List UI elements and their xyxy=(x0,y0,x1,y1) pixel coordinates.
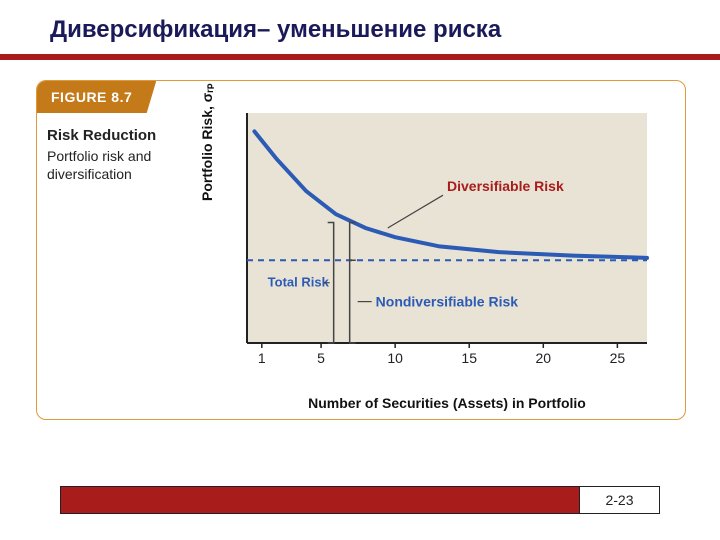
y-axis-label: Portfolio Risk, σᵣₚ xyxy=(199,83,216,201)
svg-text:Nondiversifiable Risk: Nondiversifiable Risk xyxy=(376,294,519,310)
figure-subheading: Portfolio risk and diversification xyxy=(47,147,197,183)
slide: { "title": "Диверсификация– уменьшение р… xyxy=(0,0,720,540)
page-number: 2-23 xyxy=(579,487,659,513)
x-axis-label: Number of Securities (Assets) in Portfol… xyxy=(227,395,667,411)
title-underline xyxy=(0,54,720,60)
svg-text:15: 15 xyxy=(461,350,477,366)
svg-text:Total Risk: Total Risk xyxy=(268,275,330,290)
svg-text:20: 20 xyxy=(536,350,552,366)
figure-box: FIGURE 8.7 Risk Reduction Portfolio risk… xyxy=(36,80,686,420)
svg-text:Diversifiable Risk: Diversifiable Risk xyxy=(447,178,564,194)
figure-heading: Risk Reduction xyxy=(47,127,156,144)
svg-text:10: 10 xyxy=(387,350,403,366)
chart: 1510152025Diversifiable RiskTotal RiskNo… xyxy=(227,103,667,393)
svg-text:25: 25 xyxy=(610,350,626,366)
chart-svg: 1510152025Diversifiable RiskTotal RiskNo… xyxy=(227,103,667,393)
figure-tab: FIGURE 8.7 xyxy=(37,81,156,113)
footer-bar: 2-23 xyxy=(60,486,660,514)
svg-text:1: 1 xyxy=(258,350,266,366)
svg-text:5: 5 xyxy=(317,350,325,366)
page-title: Диверсификация– уменьшение риска xyxy=(50,16,501,44)
